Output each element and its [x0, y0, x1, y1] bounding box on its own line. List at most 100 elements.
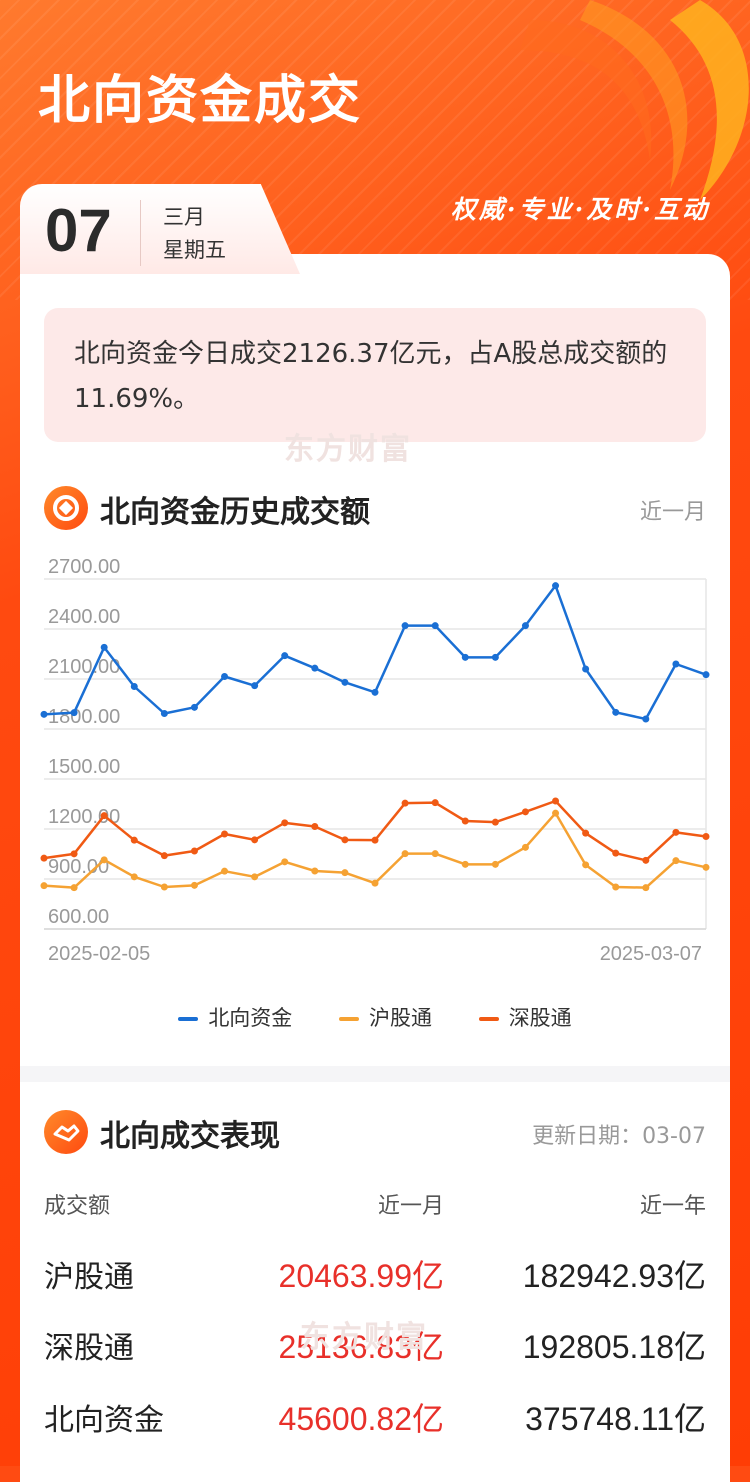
- data-point: [702, 833, 710, 840]
- section-separator: [20, 1066, 730, 1082]
- legend-shanghai[interactable]: 沪股通: [339, 1002, 432, 1032]
- data-point: [190, 847, 198, 855]
- data-point: [582, 829, 590, 837]
- row-label-shanghai: 沪股通: [44, 1260, 134, 1295]
- history-chart: 2700.00 2400.00 2100.00 1800.00 1500.00 1200.…: [40, 556, 710, 965]
- data-point: [521, 843, 529, 851]
- data-point: [491, 860, 499, 868]
- table-header-year: 近一年: [639, 1194, 706, 1219]
- data-point: [281, 858, 289, 866]
- data-point: [341, 836, 349, 844]
- data-point: [100, 812, 108, 820]
- date-month: 三月: [163, 205, 205, 229]
- data-point: [672, 857, 680, 865]
- data-point: [130, 683, 138, 690]
- table-header-amount: 成交额: [44, 1194, 111, 1219]
- flame-decoration: [520, 0, 749, 200]
- data-point: [431, 850, 439, 858]
- series-line-2: [43, 799, 707, 862]
- row-month-shenzhen: 25136.83亿: [278, 1329, 444, 1365]
- data-point: [612, 849, 620, 857]
- data-point: [251, 836, 259, 844]
- data-point: [130, 836, 138, 844]
- date-day: 07: [45, 197, 112, 264]
- data-point: [612, 883, 620, 891]
- row-month-shanghai: 20463.99亿: [278, 1258, 444, 1294]
- date-weekday: 星期五: [163, 238, 226, 262]
- handshake-icon: [44, 1110, 88, 1154]
- data-point: [612, 708, 620, 716]
- data-point: [130, 873, 138, 881]
- chart-legend: 北向资金 沪股通 深股通: [0, 1002, 750, 1032]
- data-point: [100, 856, 108, 864]
- watermark-2: 东方财富: [300, 1320, 428, 1355]
- data-point: [521, 808, 529, 816]
- data-point: [311, 823, 319, 830]
- data-point: [431, 799, 439, 807]
- legend-northbound[interactable]: 北向资金: [178, 1002, 292, 1032]
- data-point: [642, 715, 650, 723]
- data-point: [491, 653, 499, 661]
- row-year-northbound: 375748.11亿: [525, 1401, 706, 1437]
- date-divider: [140, 200, 141, 266]
- data-point: [371, 836, 379, 844]
- data-point: [401, 799, 409, 807]
- data-point: [251, 873, 259, 881]
- series-line-1: [43, 811, 707, 889]
- data-point: [552, 582, 560, 590]
- y-tick-label: 1200.00: [48, 806, 120, 828]
- data-point: [160, 710, 168, 717]
- y-tick-label: 2400.00: [48, 606, 120, 628]
- y-tick-label: 1500.00: [48, 756, 120, 778]
- data-point: [552, 809, 560, 817]
- data-point: [461, 817, 469, 825]
- data-point: [311, 867, 319, 875]
- data-point: [401, 622, 409, 630]
- range-selector[interactable]: 近一月: [639, 500, 706, 525]
- data-point: [401, 850, 409, 858]
- summary-box: 北向资金今日成交2126.37亿元，占A股总成交额的11.69%。: [44, 308, 706, 442]
- x-tick-label-end: 2025-03-07: [600, 943, 702, 965]
- data-point: [431, 622, 439, 630]
- data-point: [40, 854, 48, 862]
- data-point: [190, 703, 198, 711]
- row-month-northbound: 45600.82亿: [278, 1401, 444, 1437]
- data-point: [70, 884, 78, 892]
- y-tick-label: 2700.00: [48, 556, 120, 578]
- data-point: [341, 869, 349, 877]
- table-header-month: 近一月: [377, 1194, 444, 1219]
- data-point: [221, 673, 229, 680]
- y-tick-label: 900.00: [48, 856, 109, 878]
- row-year-shanghai: 182942.93亿: [522, 1258, 706, 1294]
- data-point: [70, 709, 78, 717]
- y-tick-label: 1800.00: [48, 706, 120, 728]
- series-line-0: [43, 584, 707, 721]
- data-point: [281, 652, 289, 660]
- x-tick-label-start: 2025-02-05: [48, 943, 150, 965]
- data-point: [371, 688, 379, 696]
- data-point: [311, 664, 319, 672]
- row-year-shenzhen: 192805.18亿: [522, 1329, 706, 1365]
- data-point: [160, 852, 168, 860]
- row-label-shenzhen: 深股通: [44, 1331, 134, 1366]
- update-date: 更新日期：03-07: [532, 1124, 706, 1149]
- data-point: [221, 830, 229, 838]
- performance-card: [20, 1082, 730, 1482]
- slogan: 权威·专业·及时·互动: [450, 195, 710, 224]
- data-point: [341, 678, 349, 686]
- data-point: [521, 622, 529, 630]
- data-point: [251, 682, 259, 690]
- data-point: [221, 867, 229, 875]
- target-icon: [44, 486, 88, 530]
- data-point: [582, 665, 590, 673]
- data-point: [642, 856, 650, 864]
- data-point: [461, 653, 469, 661]
- watermark: 东方财富: [284, 432, 412, 467]
- data-point: [160, 883, 168, 891]
- data-point: [702, 863, 710, 871]
- data-point: [552, 797, 560, 805]
- y-tick-label: 2100.00: [48, 656, 120, 678]
- data-point: [672, 660, 680, 668]
- legend-shenzhen[interactable]: 深股通: [478, 1002, 572, 1032]
- y-tick-label: 600.00: [48, 906, 109, 928]
